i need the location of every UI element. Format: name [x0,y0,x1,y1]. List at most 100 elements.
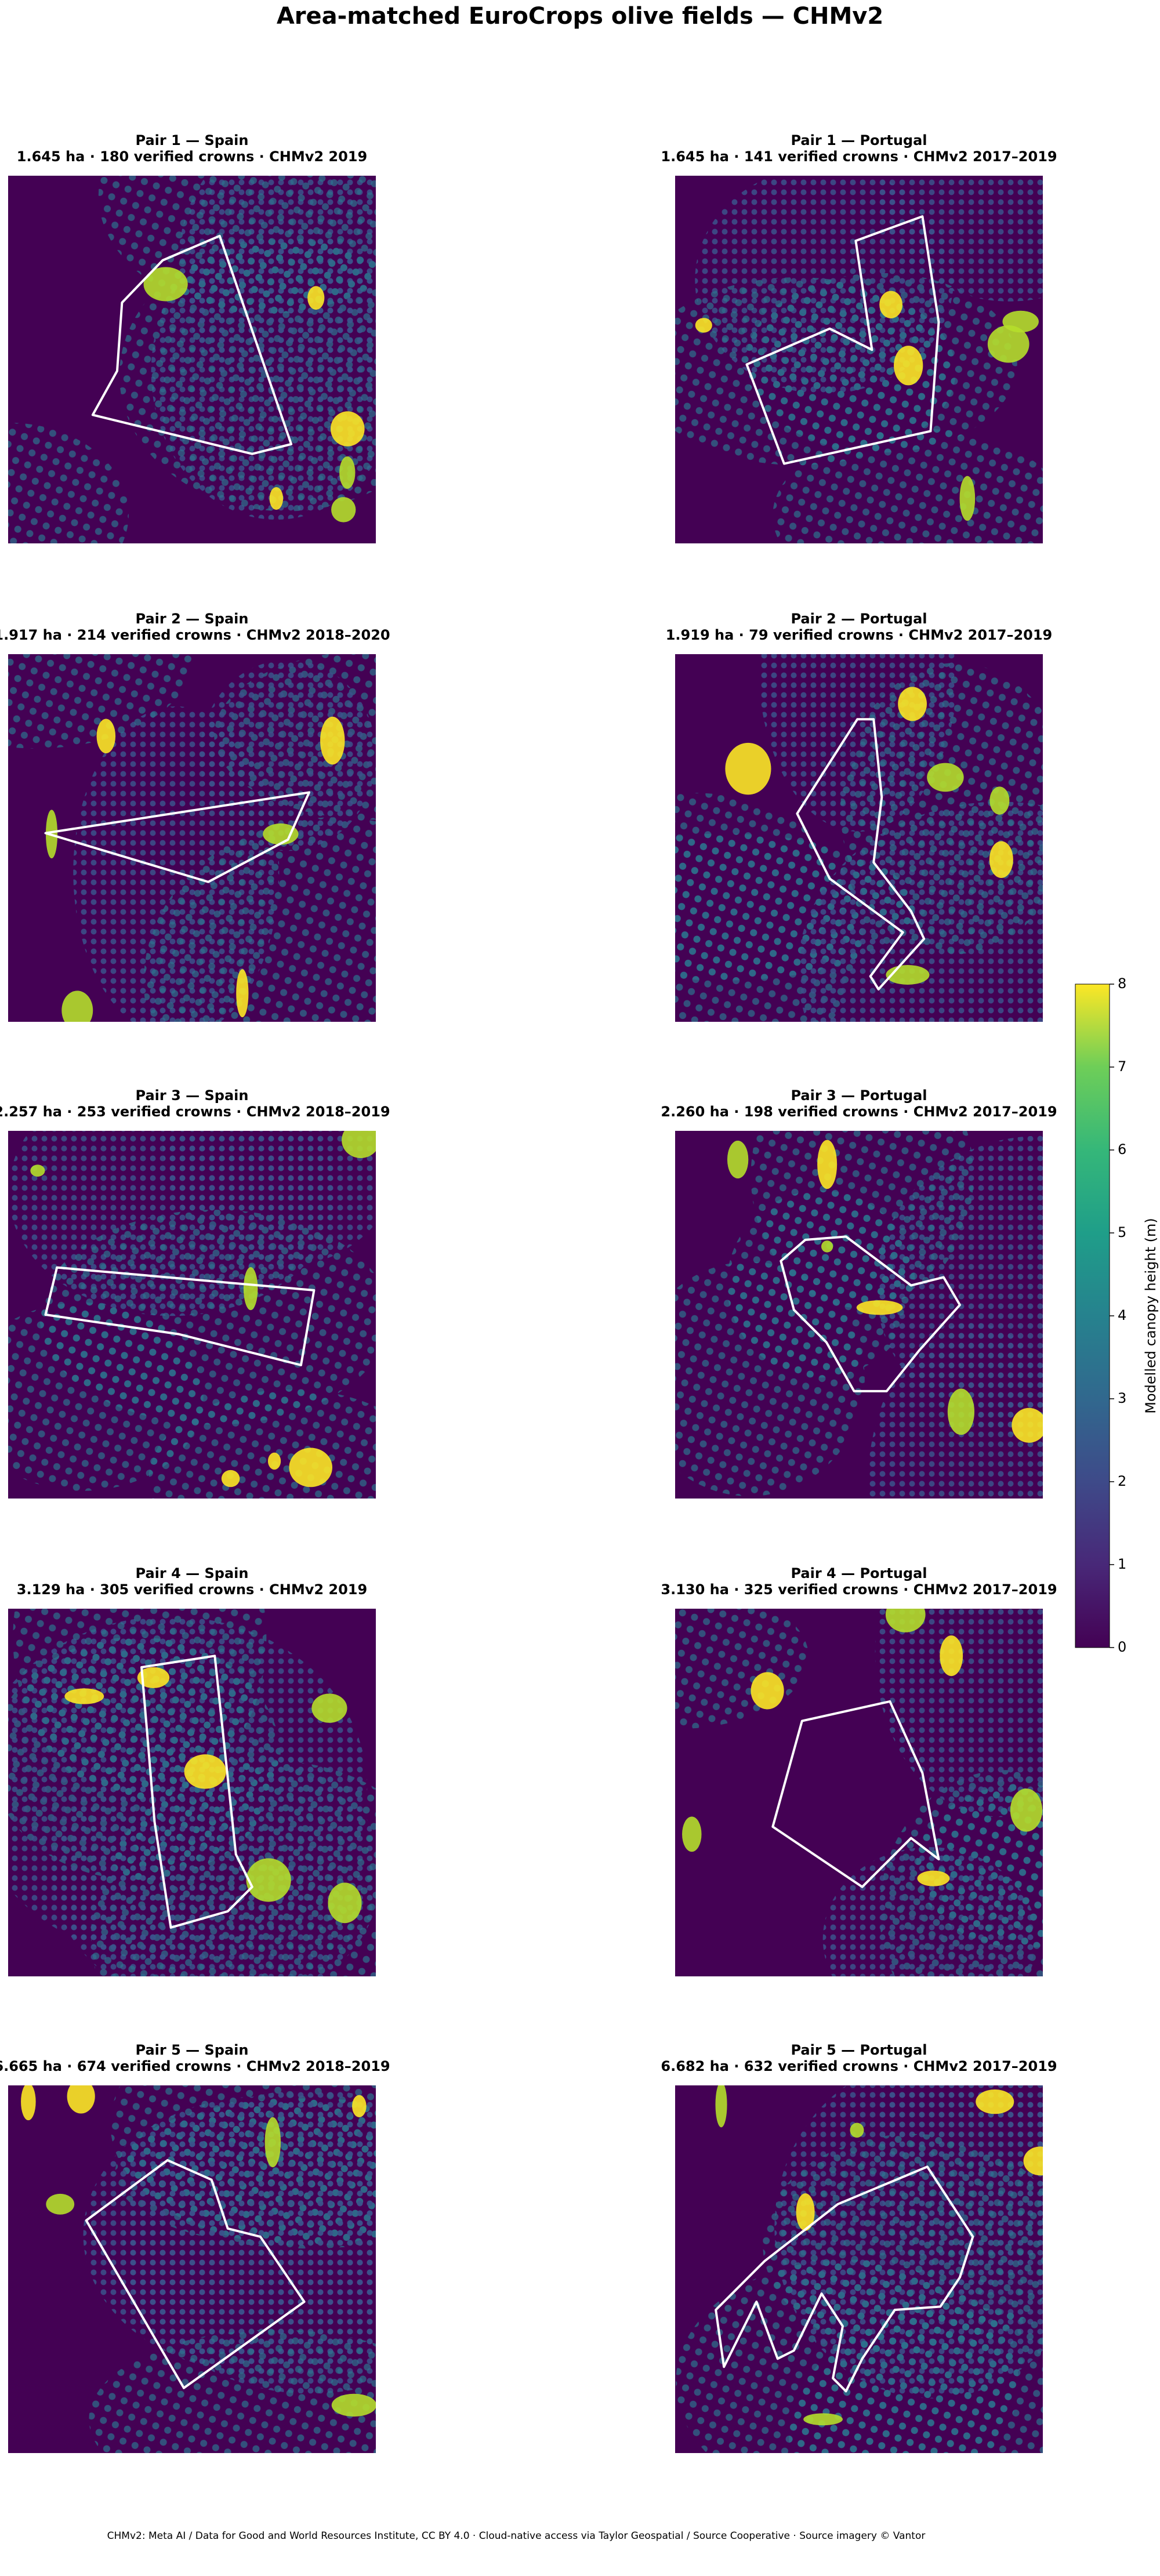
panel-subtitle: 6.665 ha · 674 verified crowns · CHMv2 2… [0,2058,390,2074]
colorbar-label: Modelled canopy height (m) [1143,1218,1159,1413]
tall-canopy [61,991,93,1022]
image-content [675,1131,1043,1499]
footer: CHMv2: Meta AI / Data for Good and World… [107,2530,926,2542]
tall-canopy [856,1300,903,1315]
tall-canopy [311,1693,347,1723]
tall-canopy [715,2085,727,2128]
orchard-patch [200,659,376,851]
orchard-patch [162,1131,376,1267]
field-outline [796,718,926,991]
tall-canopy [727,1140,749,1179]
tall-canopy [96,719,116,753]
colorbar [1075,984,1110,1648]
orchard-patch [13,1609,267,1800]
panel-title: Pair 3 — Spain [136,1087,249,1104]
orchard-patch [8,422,129,543]
canopy-image [8,1131,376,1499]
tall-canopy [989,841,1013,879]
panel-title: Pair 5 — Portugal [791,2042,927,2058]
canopy-image [8,654,376,1022]
orchard-patch [123,2089,376,2394]
field-outline [44,1266,316,1366]
colorbar-tick-label: 6 [1118,1141,1126,1158]
image-content [675,654,1043,1022]
image-content [675,1609,1043,1976]
tall-canopy [320,716,345,765]
orchard-patch [675,277,956,466]
tall-canopy [976,2089,1014,2114]
tall-canopy [267,1452,281,1470]
field-outline [85,2159,306,2389]
colorbar-tick-label: 4 [1118,1307,1126,1323]
orchard-patch [875,1609,1043,1817]
image-content [675,2085,1043,2453]
tall-canopy [879,291,902,318]
tall-canopy [695,318,712,333]
tall-canopy [30,1164,45,1177]
canopy-image [8,2085,376,2453]
image-content [8,654,376,1022]
tall-canopy [850,2123,864,2138]
tall-canopy [885,1609,926,1632]
orchard-patch [89,2330,376,2453]
tall-canopy [289,1447,332,1487]
canopy-image [675,654,1043,1022]
tall-canopy [352,2095,367,2117]
orchard-patch [8,1302,204,1491]
image-content [8,2085,376,2453]
canopy-image [8,1609,376,1976]
field-outline [745,215,940,465]
colorbar-tick-label: 2 [1118,1473,1126,1489]
field-outline [780,1235,961,1392]
field-outline [91,234,293,455]
tall-canopy [236,969,249,1018]
field-outline [140,1655,253,1929]
tall-canopy [342,1131,376,1159]
panel-subtitle: 1.645 ha · 141 verified crowns · CHMv2 2… [661,148,1057,165]
colorbar-tick-label: 8 [1118,975,1126,992]
image-content [675,176,1043,543]
image-content [8,1131,376,1499]
panel-subtitle: 3.130 ha · 325 verified crowns · CHMv2 2… [661,1581,1057,1598]
panel-subtitle: 3.129 ha · 305 verified crowns · CHMv2 2… [17,1581,367,1598]
tall-canopy [751,1672,784,1710]
tall-canopy [917,1870,950,1886]
panel-subtitle: 1.645 ha · 180 verified crowns · CHMv2 2… [17,148,367,165]
orchard-patch [143,817,376,1022]
panel-subtitle: 1.919 ha · 79 verified crowns · CHMv2 20… [666,627,1053,643]
panel-subtitle: 6.682 ha · 632 verified crowns · CHMv2 2… [661,2058,1057,2074]
tall-canopy [1010,1788,1043,1832]
canopy-image [8,176,376,543]
panel-title: Pair 4 — Portugal [791,1565,927,1581]
tall-canopy [339,456,356,489]
tall-canopy [46,2193,75,2215]
tall-canopy [307,286,325,310]
colorbar-tick-label: 5 [1118,1224,1126,1240]
tall-canopy [330,411,365,447]
canopy-image [675,176,1043,543]
tall-canopy [940,1635,963,1677]
tall-canopy [796,2193,815,2231]
tall-canopy [331,2393,376,2417]
tall-canopy [682,1816,702,1852]
panel-title: Pair 2 — Spain [136,611,249,627]
tall-canopy [269,487,284,510]
orchard-patch [751,1131,974,1308]
field-outline [715,2165,974,2393]
field-outline [44,791,310,883]
tall-canopy [927,763,964,792]
tall-canopy [264,2117,281,2168]
orchard-patch [840,663,1043,954]
tall-canopy [987,325,1030,363]
panel-subtitle: 2.257 ha · 253 verified crowns · CHMv2 2… [0,1104,390,1120]
tall-canopy [817,1140,838,1189]
colorbar-tick-label: 7 [1118,1058,1126,1075]
tall-canopy [64,1688,104,1704]
image-content [8,1609,376,1976]
tall-canopy [21,2085,36,2121]
tall-canopy [137,1667,170,1688]
orchard-patch [867,1323,1043,1499]
image-content [8,176,376,543]
